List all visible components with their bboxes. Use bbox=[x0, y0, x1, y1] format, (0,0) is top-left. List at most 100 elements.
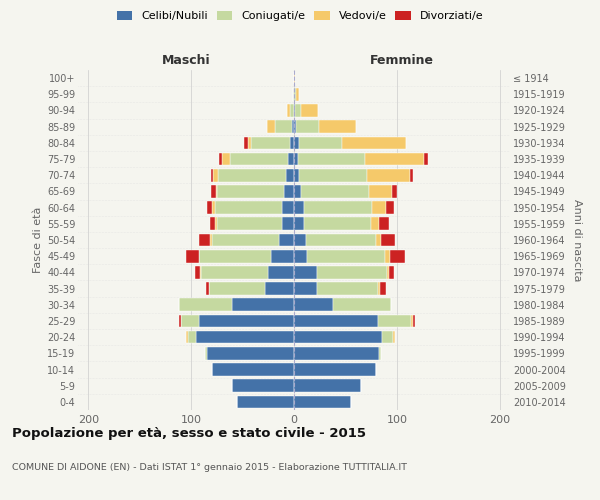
Bar bbox=[217, 185, 284, 198]
Bar bbox=[382, 331, 393, 344]
Bar bbox=[294, 331, 382, 344]
Bar bbox=[294, 298, 333, 311]
Bar bbox=[275, 120, 292, 133]
Bar bbox=[389, 266, 394, 278]
Legend: Celibi/Nubili, Coniugati/e, Vedovi/e, Divorziati/e: Celibi/Nubili, Coniugati/e, Vedovi/e, Di… bbox=[117, 10, 483, 21]
Bar bbox=[307, 234, 376, 246]
Bar bbox=[293, 88, 294, 101]
Bar bbox=[299, 136, 343, 149]
Bar bbox=[212, 363, 294, 376]
Bar bbox=[386, 266, 389, 278]
Bar bbox=[389, 250, 405, 262]
Bar bbox=[209, 218, 215, 230]
Bar bbox=[413, 314, 415, 328]
Bar bbox=[392, 185, 397, 198]
Bar bbox=[267, 120, 275, 133]
Bar bbox=[215, 218, 217, 230]
Bar bbox=[343, 136, 406, 149]
Bar bbox=[216, 185, 217, 198]
Bar bbox=[278, 234, 294, 246]
Text: COMUNE DI AIDONE (EN) - Dati ISTAT 1° gennaio 2015 - Elaborazione TUTTITALIA.IT: COMUNE DI AIDONE (EN) - Dati ISTAT 1° ge… bbox=[12, 462, 407, 471]
Bar bbox=[376, 234, 382, 246]
Bar bbox=[209, 234, 212, 246]
Bar bbox=[367, 169, 410, 181]
Bar bbox=[294, 202, 304, 214]
Bar bbox=[292, 120, 294, 133]
Bar bbox=[294, 282, 317, 295]
Bar bbox=[179, 298, 232, 311]
Bar bbox=[211, 169, 213, 181]
Bar bbox=[424, 152, 428, 166]
Bar bbox=[217, 218, 281, 230]
Bar bbox=[296, 88, 299, 101]
Bar bbox=[385, 250, 389, 262]
Bar bbox=[294, 234, 307, 246]
Bar bbox=[304, 202, 372, 214]
Bar bbox=[382, 234, 395, 246]
Bar bbox=[307, 250, 385, 262]
Bar bbox=[295, 104, 301, 117]
Bar bbox=[271, 250, 294, 262]
Bar bbox=[379, 314, 411, 328]
Bar bbox=[379, 218, 389, 230]
Bar bbox=[294, 152, 298, 166]
Bar bbox=[294, 347, 379, 360]
Bar bbox=[281, 202, 294, 214]
Bar bbox=[294, 396, 350, 408]
Bar bbox=[209, 282, 265, 295]
Bar bbox=[333, 298, 391, 311]
Bar bbox=[211, 185, 216, 198]
Bar bbox=[206, 202, 212, 214]
Bar bbox=[199, 314, 294, 328]
Bar bbox=[212, 202, 215, 214]
Bar bbox=[268, 266, 294, 278]
Bar bbox=[244, 136, 248, 149]
Bar bbox=[296, 120, 319, 133]
Bar bbox=[238, 396, 294, 408]
Bar bbox=[232, 298, 294, 311]
Bar bbox=[298, 152, 365, 166]
Bar bbox=[386, 202, 394, 214]
Bar bbox=[281, 218, 294, 230]
Bar bbox=[290, 136, 294, 149]
Bar bbox=[206, 347, 294, 360]
Bar bbox=[196, 331, 294, 344]
Bar bbox=[290, 104, 294, 117]
Bar bbox=[219, 152, 222, 166]
Bar bbox=[181, 314, 199, 328]
Bar bbox=[294, 218, 304, 230]
Text: Femmine: Femmine bbox=[370, 54, 434, 67]
Bar bbox=[393, 331, 395, 344]
Bar bbox=[186, 250, 199, 262]
Bar bbox=[379, 347, 382, 360]
Bar bbox=[369, 185, 392, 198]
Bar bbox=[213, 169, 218, 181]
Bar bbox=[411, 314, 413, 328]
Bar bbox=[294, 104, 295, 117]
Bar bbox=[222, 152, 230, 166]
Bar bbox=[317, 282, 379, 295]
Bar bbox=[218, 169, 286, 181]
Bar bbox=[294, 120, 296, 133]
Bar bbox=[294, 136, 299, 149]
Bar bbox=[265, 282, 294, 295]
Bar bbox=[232, 380, 294, 392]
Bar bbox=[294, 72, 295, 85]
Bar bbox=[294, 250, 307, 262]
Bar bbox=[301, 104, 317, 117]
Bar bbox=[299, 169, 367, 181]
Y-axis label: Fasce di età: Fasce di età bbox=[32, 207, 43, 273]
Bar bbox=[286, 169, 294, 181]
Bar bbox=[372, 202, 386, 214]
Bar bbox=[380, 282, 386, 295]
Bar bbox=[179, 314, 181, 328]
Bar bbox=[294, 185, 301, 198]
Bar bbox=[200, 266, 202, 278]
Bar bbox=[294, 169, 299, 181]
Bar bbox=[294, 88, 296, 101]
Bar bbox=[301, 185, 369, 198]
Bar bbox=[294, 314, 379, 328]
Bar bbox=[205, 347, 206, 360]
Bar bbox=[365, 152, 424, 166]
Bar bbox=[288, 152, 294, 166]
